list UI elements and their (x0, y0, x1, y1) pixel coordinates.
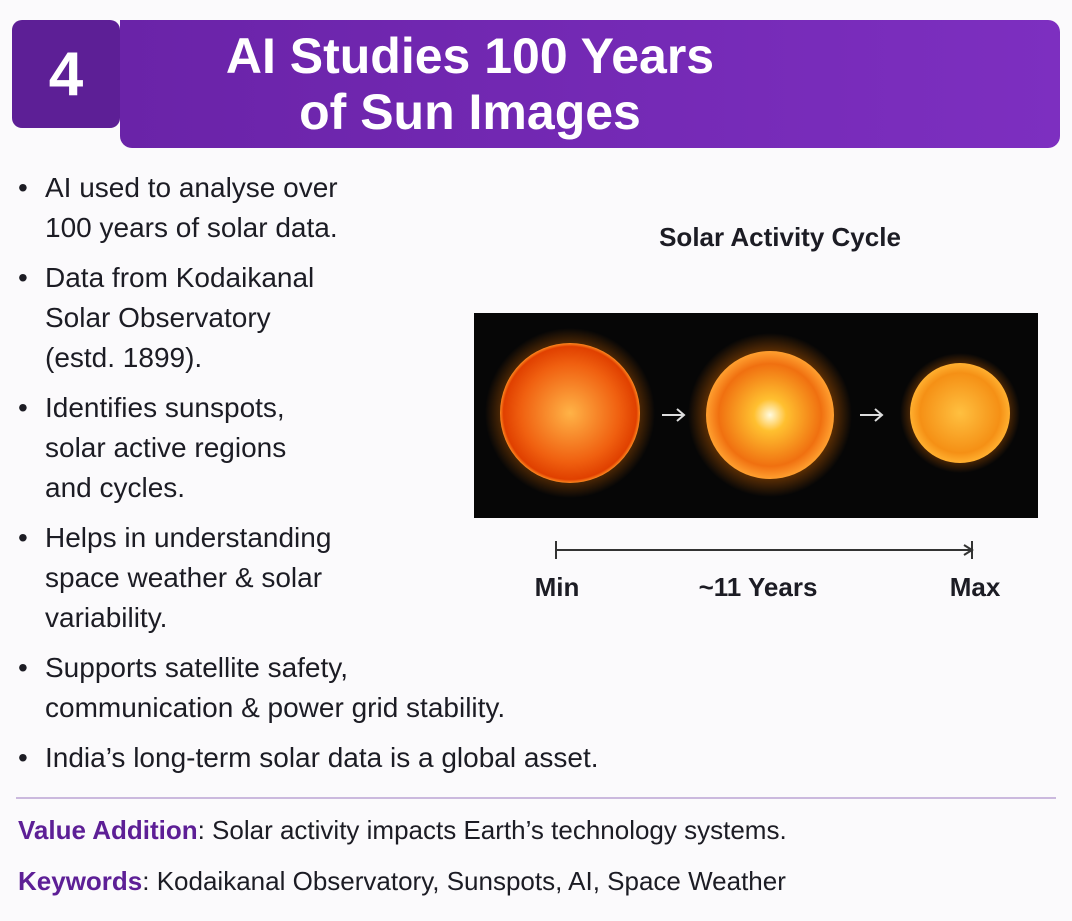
card: 4 AI Studies 100 Years of Sun Images AI … (0, 0, 1072, 921)
timeline-label: ~11 Years (699, 572, 818, 603)
sun-min (500, 343, 640, 483)
text: : Solar activity impacts Earth’s technol… (198, 815, 787, 845)
text: : Kodaikanal Observatory, Sunspots, AI, … (142, 866, 786, 896)
timeline (556, 541, 972, 559)
label: Keywords (18, 866, 142, 896)
figure (0, 0, 1072, 921)
sun-mid (706, 351, 834, 479)
label: Value Addition (18, 815, 198, 845)
value-addition: Value Addition: Solar activity impacts E… (18, 815, 787, 846)
sun-max (910, 363, 1010, 463)
divider (16, 797, 1056, 799)
keywords: Keywords: Kodaikanal Observatory, Sunspo… (18, 866, 786, 897)
timeline-label: Min (535, 572, 580, 603)
timeline-label: Max (950, 572, 1001, 603)
